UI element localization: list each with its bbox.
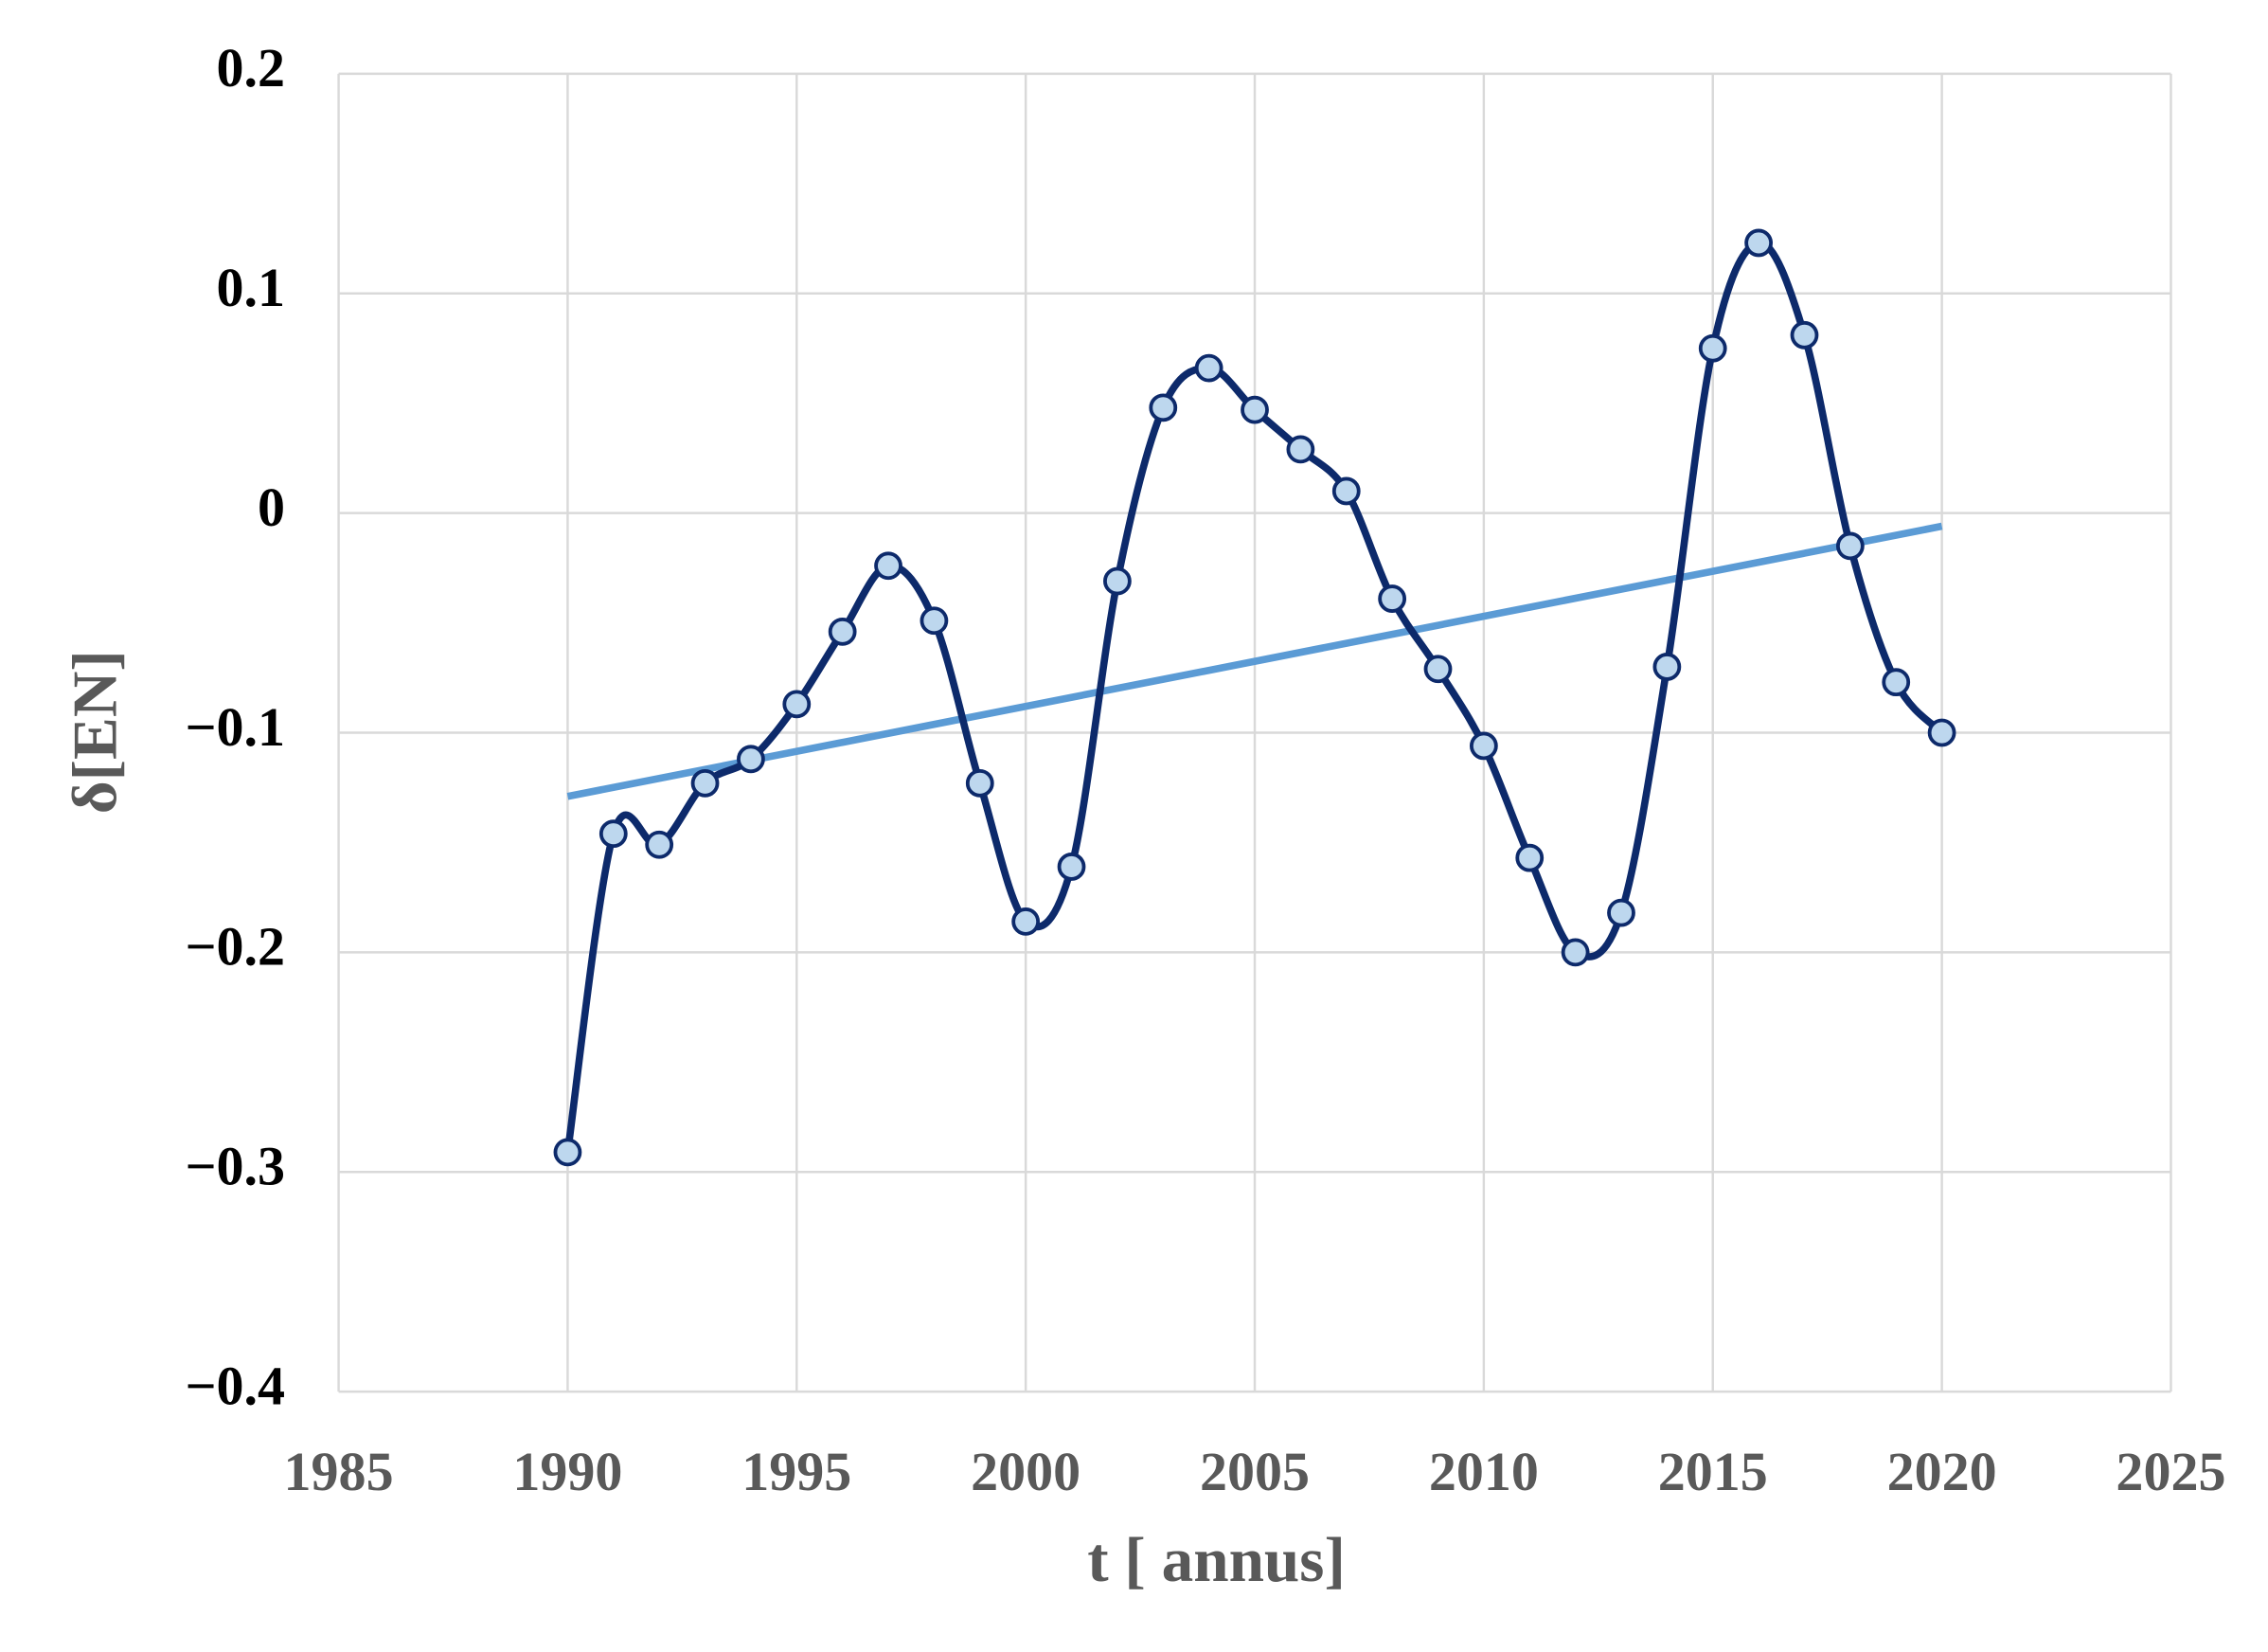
marker — [737, 745, 765, 774]
marker — [965, 768, 994, 798]
marker — [1561, 938, 1590, 967]
marker — [690, 768, 720, 798]
y-axis-title: δ[EN] — [60, 650, 131, 814]
marker — [1927, 718, 1956, 747]
marker — [1744, 228, 1774, 258]
marker — [1194, 353, 1223, 383]
x-tick-label: 2000 — [971, 1441, 1080, 1502]
y-tick-label: −0.2 — [185, 916, 285, 978]
x-tick-label: 2010 — [1429, 1441, 1539, 1502]
marker — [1515, 843, 1545, 872]
marker — [1882, 668, 1911, 697]
x-tick-label: 1990 — [512, 1441, 622, 1502]
y-tick-label: 0.2 — [217, 37, 286, 99]
marker — [1423, 655, 1453, 684]
x-tick-label: 1985 — [284, 1441, 394, 1502]
x-axis-title: t [ annus] — [1087, 1524, 1346, 1595]
x-tick-label: 1995 — [741, 1441, 851, 1502]
x-tick-label: 2020 — [1887, 1441, 1997, 1502]
marker — [1149, 393, 1178, 422]
y-tick-label: 0 — [258, 476, 285, 538]
marker — [1241, 395, 1269, 424]
marker — [1011, 907, 1041, 936]
y-tick-label: 0.1 — [217, 257, 286, 318]
y-tick-label: −0.4 — [185, 1355, 285, 1416]
marker — [1331, 476, 1361, 506]
y-tick-label: −0.1 — [185, 696, 285, 758]
marker — [553, 1138, 582, 1167]
marker — [1835, 531, 1865, 561]
marker — [598, 819, 628, 849]
x-tick-label: 2025 — [2116, 1441, 2225, 1502]
marker — [1057, 853, 1086, 881]
marker — [1469, 731, 1498, 761]
line — [566, 522, 1943, 800]
marker — [1286, 435, 1315, 464]
y-tick-label: −0.3 — [185, 1136, 285, 1197]
marker — [1378, 584, 1407, 613]
marker — [920, 606, 949, 636]
marker — [1698, 333, 1727, 363]
marker — [645, 830, 674, 859]
x-tick-label: 2005 — [1200, 1441, 1310, 1502]
marker — [782, 690, 812, 719]
marker — [1103, 566, 1132, 596]
x-tick-label: 2015 — [1658, 1441, 1768, 1502]
marker — [828, 617, 857, 646]
marker — [1652, 653, 1682, 681]
marker — [1607, 898, 1635, 927]
marker — [874, 551, 902, 581]
marker — [1790, 320, 1819, 350]
